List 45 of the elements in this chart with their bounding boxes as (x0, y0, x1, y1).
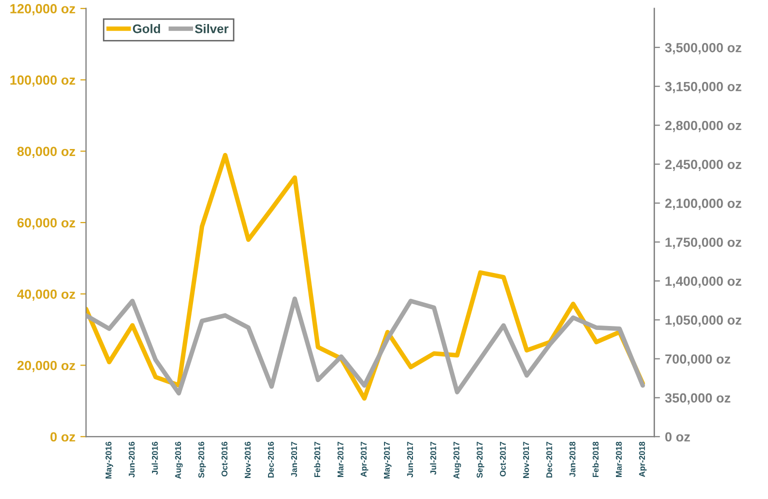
x-tick-label: Feb-2018 (592, 442, 599, 478)
line-series (86, 296, 645, 396)
y-tick-label: 120,000 oz (10, 4, 76, 16)
y2-tick-label: 2,800,000 oz (665, 120, 742, 132)
x-tick-label: Jul-2017 (430, 442, 436, 475)
y-tick-label: 0 oz (50, 432, 76, 442)
y-tick-label: 40,000 oz (17, 289, 76, 301)
x-tick-label: Apr-2018 (639, 442, 647, 477)
y2-tick-label: 0 oz (665, 432, 690, 442)
y-tick-label: 60,000 oz (17, 218, 76, 230)
x-tick-label: Oct-2016 (222, 442, 228, 476)
x-tick-label: Aug-2017 (453, 442, 462, 479)
legend-label: Gold (132, 24, 160, 34)
x-tick-label: Jul-2016 (152, 442, 158, 475)
x-tick-label: Oct-2017 (500, 442, 506, 476)
x-tick-label: Nov-2016 (244, 442, 251, 478)
y2-tick-label: 1,400,000 oz (666, 276, 742, 288)
x-tick-label: May-2016 (106, 442, 114, 478)
x-tick-label: Apr-2017 (360, 442, 368, 477)
y2-tick-label: 3,500,000 oz (665, 42, 742, 54)
y-tick-label: 20,000 oz (17, 360, 76, 372)
y2-tick-label: 3,150,000 oz (665, 82, 742, 94)
y2-tick-label: 2,450,000 oz (665, 160, 742, 171)
y2-tick-label: 350,000 oz (665, 393, 730, 405)
x-tick-label: May-2017 (384, 442, 392, 478)
x-tick-label: Jan-2018 (569, 442, 576, 478)
x-tick-label: Jun-2017 (407, 442, 414, 478)
y2-tick-label: 1,750,000 oz (666, 238, 742, 249)
x-tick-label: Feb-2017 (314, 442, 320, 478)
y2-tick-label: 700,000 oz (665, 354, 730, 366)
x-tick-label: Sep-2016 (198, 442, 206, 478)
x-tick-label: Aug-2016 (175, 442, 183, 479)
y2-tick-label: 2,100,000 oz (665, 198, 742, 210)
x-tick-label: Dec-2017 (546, 442, 552, 478)
x-tick-label: Dec-2016 (268, 442, 274, 478)
legend-label: Silver (194, 24, 228, 34)
x-tick-label: Nov-2017 (523, 442, 529, 478)
x-tick-label: Mar-2017 (338, 442, 344, 478)
x-tick-label: Sep-2017 (476, 442, 484, 478)
y-tick-label: 80,000 oz (17, 146, 76, 158)
y2-tick-label: 1,050,000 oz (666, 315, 742, 327)
y-tick-label: 100,000 oz (10, 75, 76, 87)
x-tick-label: Jun-2016 (128, 442, 135, 478)
x-tick-label: Jan-2017 (291, 442, 298, 478)
x-tick-label: Mar-2018 (616, 442, 622, 478)
